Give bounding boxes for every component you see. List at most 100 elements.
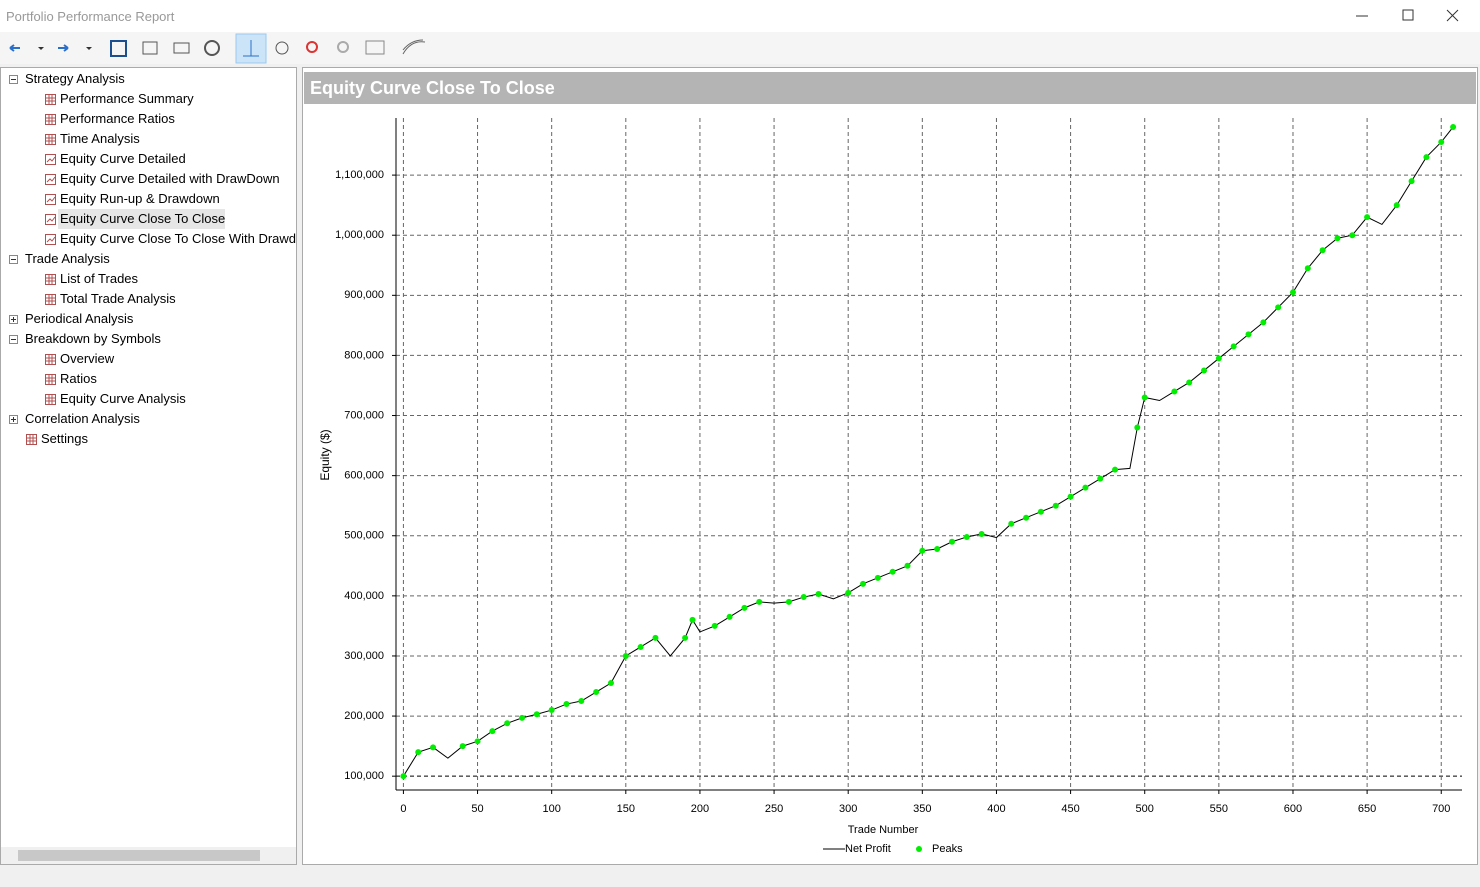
tree-item[interactable]: Equity Run-up & Drawdown	[58, 189, 220, 209]
peak	[815, 591, 822, 598]
grid-icon	[45, 134, 56, 145]
peak	[689, 616, 696, 623]
forward[interactable]	[58, 44, 69, 52]
tree-item[interactable]: Ratios	[58, 369, 97, 389]
tree-item[interactable]: Overview	[58, 349, 114, 369]
peak	[1408, 178, 1415, 185]
forward-menu[interactable]	[86, 47, 92, 50]
peak	[1275, 304, 1282, 311]
tree-item[interactable]: Performance Ratios	[58, 109, 175, 129]
tree-item-label: Breakdown by Symbols	[25, 331, 161, 346]
zoom-in[interactable]	[306, 41, 318, 53]
peak	[533, 711, 540, 718]
tree-item-label: Ratios	[60, 371, 97, 386]
tree-item[interactable]: Correlation Analysis	[23, 409, 140, 429]
tree-item[interactable]: Strategy Analysis	[23, 69, 125, 89]
peak	[1037, 508, 1044, 515]
peak	[1364, 214, 1371, 221]
y-tick-label: 400,000	[344, 590, 384, 602]
tree-item[interactable]: Periodical Analysis	[23, 309, 133, 329]
peak	[1201, 367, 1208, 374]
tree-item[interactable]: Equity Curve Detailed	[58, 149, 186, 169]
peak	[1097, 475, 1104, 482]
y-tick-label: 1,100,000	[335, 169, 384, 181]
peak	[1067, 493, 1074, 500]
peak	[1082, 484, 1089, 491]
expander[interactable]	[9, 335, 18, 344]
y-tick-label: 200,000	[344, 710, 384, 722]
peak	[415, 749, 422, 756]
tree-item-label: Performance Ratios	[60, 111, 175, 126]
chart-title: Equity Curve Close To Close	[310, 78, 555, 98]
peak	[726, 613, 733, 620]
peak	[1008, 520, 1015, 527]
zoom-out[interactable]	[337, 41, 349, 53]
tree-item[interactable]: Performance Summary	[58, 89, 194, 109]
grid-icon	[45, 94, 56, 105]
scrollbar[interactable]	[1, 847, 296, 864]
close[interactable]	[1446, 9, 1459, 22]
y-tick-label: 900,000	[344, 289, 384, 301]
tree-item[interactable]: Settings	[39, 429, 88, 449]
tree-item-label: Equity Curve Detailed with DrawDown	[60, 171, 280, 186]
expander[interactable]	[9, 75, 18, 84]
tree-item[interactable]: Trade Analysis	[23, 249, 110, 269]
pan[interactable]	[275, 41, 289, 55]
peak	[919, 547, 926, 554]
tree-item[interactable]: Breakdown by Symbols	[23, 329, 161, 349]
peak	[1349, 232, 1356, 239]
save[interactable]	[110, 40, 127, 57]
tree-item[interactable]: Equity Curve Analysis	[58, 389, 186, 409]
expander[interactable]	[9, 415, 18, 424]
tree-item-label: Performance Summary	[60, 91, 194, 106]
peak	[1245, 331, 1252, 338]
zoom-reset[interactable]	[365, 40, 385, 55]
tree-item[interactable]: Total Trade Analysis	[58, 289, 176, 309]
maximize[interactable]	[1402, 9, 1414, 21]
tree-item-label: List of Trades	[60, 271, 139, 286]
y-tick-label: 600,000	[344, 470, 384, 482]
tree-item[interactable]: Equity Curve Detailed with DrawDown	[58, 169, 280, 189]
peak	[860, 580, 867, 587]
x-tick-label: 200	[691, 803, 709, 815]
peak	[1319, 247, 1326, 254]
expander[interactable]	[9, 255, 18, 264]
peak	[652, 634, 659, 641]
peak	[548, 707, 555, 714]
x-tick-label: 150	[617, 803, 635, 815]
peak	[637, 643, 644, 650]
copy[interactable]	[142, 41, 158, 55]
peak	[504, 720, 511, 727]
peak	[845, 589, 852, 596]
peak	[1423, 154, 1430, 161]
peak	[756, 598, 763, 605]
peak	[1450, 124, 1457, 131]
y-tick-label: 500,000	[344, 530, 384, 542]
peak	[948, 538, 955, 545]
scroll-thumb[interactable]	[18, 850, 260, 861]
back[interactable]	[9, 44, 20, 52]
peak	[1393, 202, 1400, 209]
peak	[519, 714, 526, 721]
peak	[1134, 424, 1141, 431]
tree-item-label: Settings	[41, 431, 88, 446]
x-tick-label: 100	[542, 803, 560, 815]
tree-item-label: Equity Curve Close To Close	[60, 211, 226, 226]
settings[interactable]	[204, 40, 220, 56]
back-menu[interactable]	[38, 47, 44, 50]
tree-item[interactable]: Equity Curve Close To Close	[58, 209, 226, 229]
x-tick-label: 350	[913, 803, 931, 815]
tree-item[interactable]: List of Trades	[58, 269, 138, 289]
peak	[1260, 319, 1267, 326]
equity-line	[402, 126, 1454, 777]
grid-icon	[45, 114, 56, 125]
tree-item[interactable]: Time Analysis	[58, 129, 140, 149]
chart-style[interactable]	[402, 39, 426, 55]
chart-icon	[45, 214, 56, 225]
expander[interactable]	[9, 315, 18, 324]
legend-label: Net Profit	[845, 843, 891, 855]
print[interactable]	[173, 42, 190, 54]
tree-item-label: Equity Curve Analysis	[60, 391, 186, 406]
tree-item-label: Total Trade Analysis	[60, 291, 176, 306]
tree-item[interactable]: Equity Curve Close To Close With Drawd	[58, 229, 296, 249]
